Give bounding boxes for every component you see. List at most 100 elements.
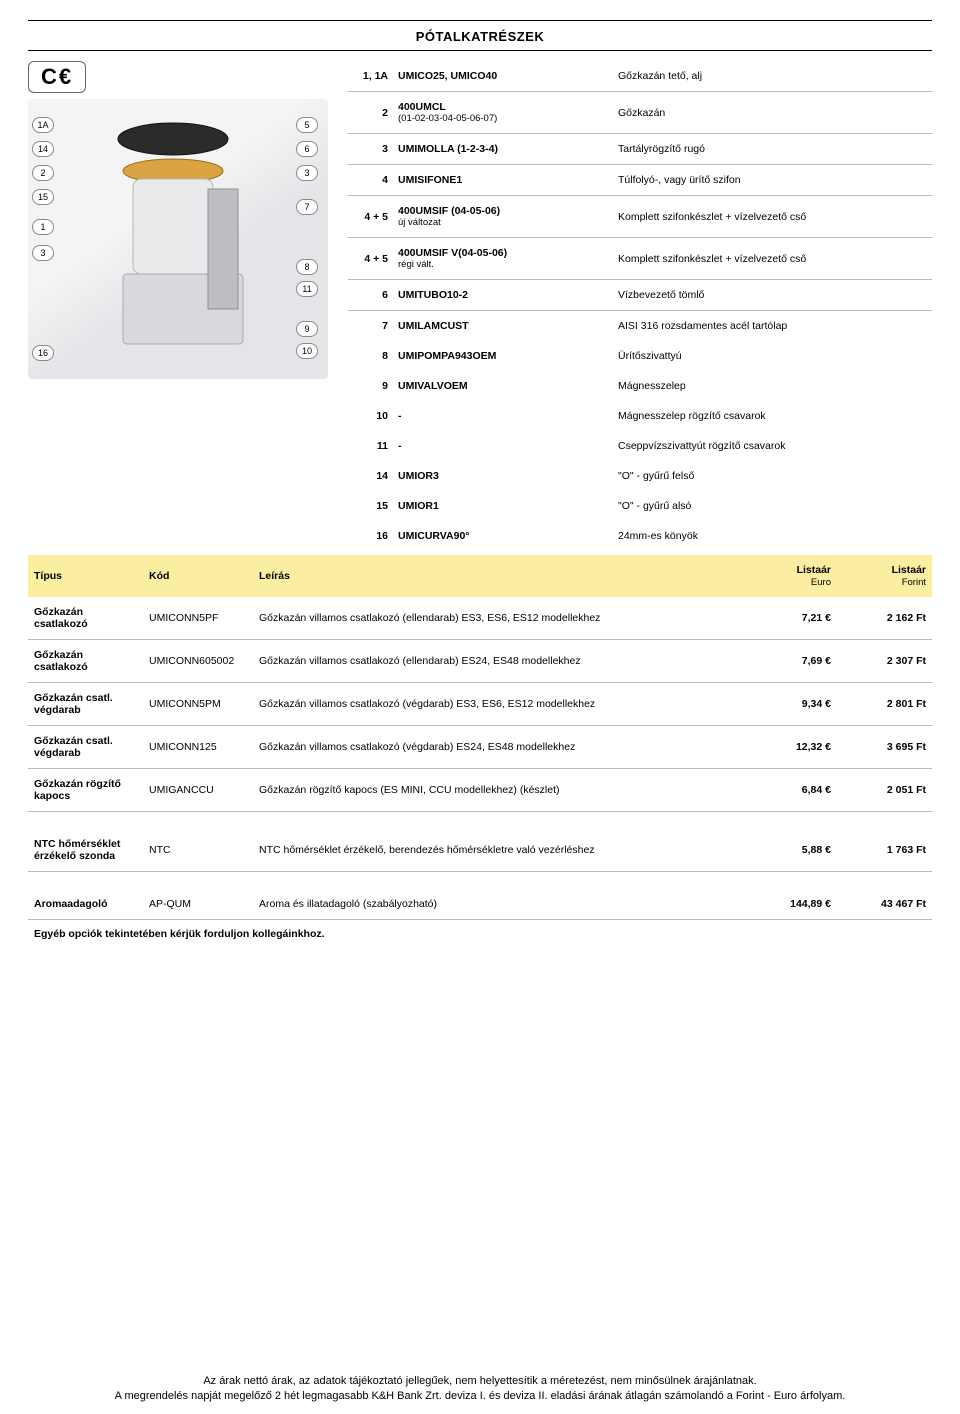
part-desc: Túlfolyó-, vagy ürítő szifon — [612, 165, 932, 196]
part-num: 2 — [348, 92, 392, 134]
cell-code: AP-QUM — [143, 872, 253, 920]
part-num: 15 — [348, 491, 392, 521]
parts-row: 14UMIOR3"O" - gyűrű felső — [348, 461, 932, 491]
cell-desc: Gőzkazán rögzítő kapocs (ES MINI, CCU mo… — [253, 769, 747, 812]
part-num: 8 — [348, 341, 392, 371]
part-code: UMIOR1 — [392, 491, 612, 521]
part-code: UMISIFONE1 — [392, 165, 612, 196]
cell-huf: 2 051 Ft — [837, 769, 932, 812]
part-num: 3 — [348, 134, 392, 165]
part-desc: Mágnesszelep rögzítő csavarok — [612, 401, 932, 431]
part-desc: Gőzkazán — [612, 92, 932, 134]
part-code: - — [392, 401, 612, 431]
cell-huf: 2 801 Ft — [837, 683, 932, 726]
price-row: Gőzkazán csatl. végdarabUMICONN125Gőzkaz… — [28, 726, 932, 769]
part-desc: Vízbevezető tömlő — [612, 280, 932, 311]
cell-desc: Aroma és illatadagoló (szabályozható) — [253, 872, 747, 920]
parts-row: 6UMITUBO10-2Vízbevezető tömlő — [348, 280, 932, 311]
part-code: UMITUBO10-2 — [392, 280, 612, 311]
part-desc: Tartályrögzítő rugó — [612, 134, 932, 165]
part-code: 400UMSIF (04-05-06)új változat — [392, 196, 612, 238]
part-code: UMIPOMPA943OEM — [392, 341, 612, 371]
exploded-diagram: 1A 14 2 15 1 3 16 5 6 3 7 8 11 9 10 — [28, 99, 328, 379]
part-code: 400UMSIF V(04-05-06)régi vált. — [392, 238, 612, 280]
part-num: 10 — [348, 401, 392, 431]
col-type: Típus — [28, 555, 143, 597]
part-num: 4 — [348, 165, 392, 196]
part-desc: Cseppvízszivattyút rögzítő csavarok — [612, 431, 932, 461]
cell-eur: 6,84 € — [747, 769, 837, 812]
part-num: 4 + 5 — [348, 238, 392, 280]
price-row: Gőzkazán csatlakozóUMICONN5PFGőzkazán vi… — [28, 597, 932, 640]
cell-huf: 2 307 Ft — [837, 640, 932, 683]
part-desc: AISI 316 rozsdamentes acél tartólap — [612, 311, 932, 342]
part-num: 7 — [348, 311, 392, 342]
cell-code: UMICONN5PM — [143, 683, 253, 726]
part-code: UMILAMCUST — [392, 311, 612, 342]
part-desc: "O" - gyűrű felső — [612, 461, 932, 491]
price-header-row: Típus Kód Leírás ListaárEuro ListaárFori… — [28, 555, 932, 597]
ce-mark-icon: C€ — [28, 61, 86, 93]
part-num: 14 — [348, 461, 392, 491]
parts-row: 15UMIOR1"O" - gyűrű alsó — [348, 491, 932, 521]
part-num: 4 + 5 — [348, 196, 392, 238]
cell-code: UMIGANCCU — [143, 769, 253, 812]
part-desc: Komplett szifonkészlet + vízelvezető cső — [612, 238, 932, 280]
cell-huf: 2 162 Ft — [837, 597, 932, 640]
part-code: UMIMOLLA (1-2-3-4) — [392, 134, 612, 165]
parts-row: 11-Cseppvízszivattyút rögzítő csavarok — [348, 431, 932, 461]
cell-eur: 5,88 € — [747, 812, 837, 872]
cell-type: Gőzkazán csatl. végdarab — [28, 726, 143, 769]
cell-eur: 12,32 € — [747, 726, 837, 769]
part-desc: 24mm-es könyök — [612, 521, 932, 551]
cell-huf: 43 467 Ft — [837, 872, 932, 920]
options-footnote: Egyéb opciók tekintetében kérjük fordulj… — [28, 920, 932, 944]
cell-code: NTC — [143, 812, 253, 872]
footer-line-2: A megrendelés napját megelőző 2 hét legm… — [28, 1389, 932, 1404]
parts-row: 3UMIMOLLA (1-2-3-4)Tartályrögzítő rugó — [348, 134, 932, 165]
cell-eur: 144,89 € — [747, 872, 837, 920]
col-eur: ListaárEuro — [747, 555, 837, 597]
cell-type: Gőzkazán csatlakozó — [28, 640, 143, 683]
parts-row: 4 + 5400UMSIF (04-05-06)új változatKompl… — [348, 196, 932, 238]
col-desc: Leírás — [253, 555, 747, 597]
cell-eur: 7,69 € — [747, 640, 837, 683]
cell-desc: Gőzkazán villamos csatlakozó (ellendarab… — [253, 640, 747, 683]
price-row: Gőzkazán rögzítő kapocsUMIGANCCUGőzkazán… — [28, 769, 932, 812]
part-code: - — [392, 431, 612, 461]
parts-row: 9UMIVALVOEMMágnesszelep — [348, 371, 932, 401]
part-desc: Komplett szifonkészlet + vízelvezető cső — [612, 196, 932, 238]
parts-row: 4 + 5400UMSIF V(04-05-06)régi vált.Kompl… — [348, 238, 932, 280]
cell-type: Gőzkazán csatl. végdarab — [28, 683, 143, 726]
part-num: 6 — [348, 280, 392, 311]
cell-huf: 3 695 Ft — [837, 726, 932, 769]
top-section: C€ 1A 14 2 15 1 3 16 5 6 3 7 8 11 9 10 — [28, 61, 932, 551]
parts-table: 1, 1AUMICO25, UMICO40Gőzkazán tető, alj2… — [348, 61, 932, 551]
cell-type: Gőzkazán rögzítő kapocs — [28, 769, 143, 812]
parts-row: 8UMIPOMPA943OEMÜrítőszivattyú — [348, 341, 932, 371]
part-desc: Ürítőszivattyú — [612, 341, 932, 371]
cell-desc: Gőzkazán villamos csatlakozó (ellendarab… — [253, 597, 747, 640]
part-code: UMICURVA90° — [392, 521, 612, 551]
part-num: 9 — [348, 371, 392, 401]
cell-code: UMICONN5PF — [143, 597, 253, 640]
cell-type: NTC hőmérséklet érzékelő szonda — [28, 812, 143, 872]
part-code: UMIVALVOEM — [392, 371, 612, 401]
col-huf: ListaárForint — [837, 555, 932, 597]
cell-type: Aromaadagoló — [28, 872, 143, 920]
cell-eur: 9,34 € — [747, 683, 837, 726]
parts-row: 1, 1AUMICO25, UMICO40Gőzkazán tető, alj — [348, 61, 932, 92]
page-footer: Az árak nettó árak, az adatok tájékoztat… — [28, 1374, 932, 1404]
page-title: PÓTALKATRÉSZEK — [28, 23, 932, 50]
part-num: 1, 1A — [348, 61, 392, 92]
cell-huf: 1 763 Ft — [837, 812, 932, 872]
part-desc: Mágnesszelep — [612, 371, 932, 401]
part-code: UMIOR3 — [392, 461, 612, 491]
cell-type: Gőzkazán csatlakozó — [28, 597, 143, 640]
parts-row: 10-Mágnesszelep rögzítő csavarok — [348, 401, 932, 431]
part-num: 16 — [348, 521, 392, 551]
part-code: 400UMCL(01-02-03-04-05-06-07) — [392, 92, 612, 134]
parts-row: 4UMISIFONE1Túlfolyó-, vagy ürítő szifon — [348, 165, 932, 196]
parts-row: 7UMILAMCUSTAISI 316 rozsdamentes acél ta… — [348, 311, 932, 342]
price-row: NTC hőmérséklet érzékelő szondaNTCNTC hő… — [28, 812, 932, 872]
